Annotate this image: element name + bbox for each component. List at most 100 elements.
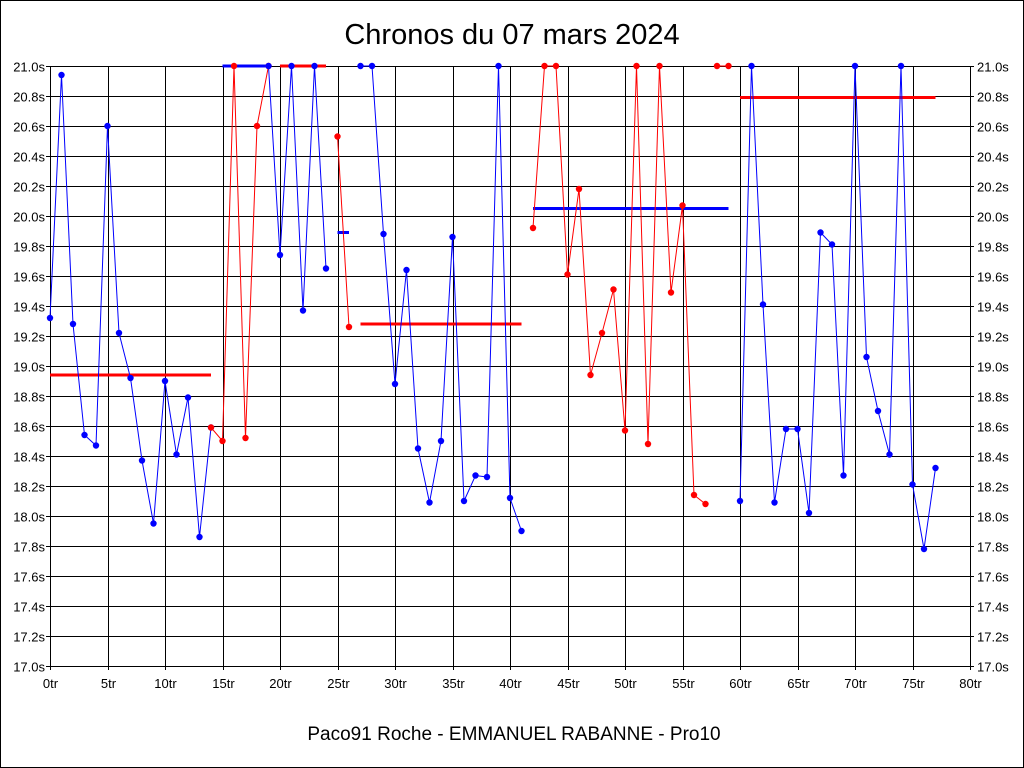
y-tick-label-right: 20.2s xyxy=(977,180,1009,195)
data-point xyxy=(909,481,916,488)
y-tick-label: 19.0s xyxy=(13,360,45,375)
data-point xyxy=(782,425,790,433)
data-point xyxy=(518,527,525,535)
series-line xyxy=(268,65,327,311)
y-tick-label: 19.4s xyxy=(13,300,45,315)
y-tick-label: 18.2s xyxy=(13,480,45,495)
x-tick-label: 55tr xyxy=(672,676,695,691)
data-point xyxy=(529,224,537,232)
data-point xyxy=(299,307,307,314)
data-point xyxy=(541,62,548,70)
series-line xyxy=(210,65,269,443)
data-point xyxy=(46,314,54,322)
series-points xyxy=(46,62,939,553)
data-point xyxy=(897,62,905,70)
data-point xyxy=(104,122,111,130)
y-tick-label: 20.6s xyxy=(13,120,45,135)
data-point xyxy=(472,472,479,479)
y-tick-label-right: 18.0s xyxy=(977,510,1009,525)
data-point xyxy=(794,425,801,433)
data-point xyxy=(426,499,433,506)
y-tick-label-right: 20.6s xyxy=(977,120,1009,135)
grid xyxy=(46,66,974,670)
average-lines xyxy=(50,64,936,377)
data-point xyxy=(725,62,732,70)
data-point xyxy=(874,407,882,415)
data-point xyxy=(460,497,468,505)
y-tick-label-right: 20.4s xyxy=(977,150,1009,165)
y-tick-label: 17.4s xyxy=(13,600,45,615)
data-point xyxy=(690,491,698,499)
y-tick-label-right: 18.4s xyxy=(977,450,1009,465)
data-point xyxy=(368,62,376,70)
x-tick-label: 60tr xyxy=(729,676,752,691)
data-point xyxy=(81,431,88,439)
y-tick-label: 20.4s xyxy=(13,150,45,165)
y-tick-label-right: 17.6s xyxy=(977,570,1009,585)
data-point xyxy=(334,133,341,140)
y-tick-label-right: 19.2s xyxy=(977,330,1009,345)
chart-footer: Paco91 Roche - EMMANUEL RABANNE - Pro10 xyxy=(307,724,720,745)
axes: 17.0s 17.0s 17.2s 17.2s 17.4s 17.4s 17.6s 17.6s… xyxy=(13,60,1009,692)
y-tick-label: 17.2s xyxy=(13,630,45,645)
data-point xyxy=(483,473,491,481)
data-point xyxy=(805,509,813,517)
data-point xyxy=(265,62,272,70)
data-point xyxy=(403,266,410,274)
chart-title: Chronos du 07 mars 2024 xyxy=(344,19,679,51)
y-tick-label: 19.6s xyxy=(13,270,45,285)
data-point xyxy=(759,301,767,308)
y-tick-label-right: 20.8s xyxy=(977,90,1009,105)
y-tick-label: 20.0s xyxy=(13,210,45,225)
data-point xyxy=(253,122,261,130)
data-point xyxy=(621,427,629,434)
y-tick-label-right: 18.6s xyxy=(977,420,1009,435)
y-tick-label: 18.4s xyxy=(13,450,45,465)
data-point xyxy=(598,329,606,337)
data-point xyxy=(311,62,318,70)
y-tick-label: 20.8s xyxy=(13,90,45,105)
data-point xyxy=(564,271,571,278)
x-tick-label: 70tr xyxy=(844,676,867,691)
x-tick-label: 80tr xyxy=(959,676,982,691)
data-point xyxy=(679,202,686,209)
y-tick-label: 18.8s xyxy=(13,390,45,405)
data-point xyxy=(633,62,640,70)
data-point xyxy=(380,230,387,238)
data-point xyxy=(150,520,157,527)
series-line xyxy=(739,65,936,550)
data-point xyxy=(886,451,893,458)
data-point xyxy=(644,440,652,448)
data-point xyxy=(391,380,399,388)
data-point xyxy=(702,500,709,508)
y-tick-label-right: 19.8s xyxy=(977,240,1009,255)
data-point xyxy=(736,497,744,505)
data-point xyxy=(713,62,721,70)
x-tick-label: 40tr xyxy=(499,676,522,691)
y-tick-label-right: 17.2s xyxy=(977,630,1009,645)
y-tick-label-right: 19.0s xyxy=(977,360,1009,375)
data-point xyxy=(219,437,226,445)
y-tick-label: 17.0s xyxy=(13,660,45,675)
series-lines xyxy=(49,65,936,550)
series-line xyxy=(337,136,350,328)
data-point xyxy=(184,394,192,401)
data-point xyxy=(242,434,249,442)
data-point xyxy=(345,323,353,331)
plot-border xyxy=(50,66,971,667)
x-tick-label: 25tr xyxy=(327,676,350,691)
y-tick-label: 19.8s xyxy=(13,240,45,255)
y-tick-label-right: 19.6s xyxy=(977,270,1009,285)
data-point xyxy=(840,472,847,479)
x-tick-label: 5tr xyxy=(101,676,117,691)
data-point xyxy=(357,62,364,70)
data-point xyxy=(138,457,146,464)
y-tick-label: 18.6s xyxy=(13,420,45,435)
y-tick-label: 17.8s xyxy=(13,540,45,555)
data-point xyxy=(656,62,663,70)
data-point xyxy=(587,371,594,379)
data-point xyxy=(817,229,824,236)
data-point xyxy=(828,241,836,248)
data-point xyxy=(575,185,583,193)
